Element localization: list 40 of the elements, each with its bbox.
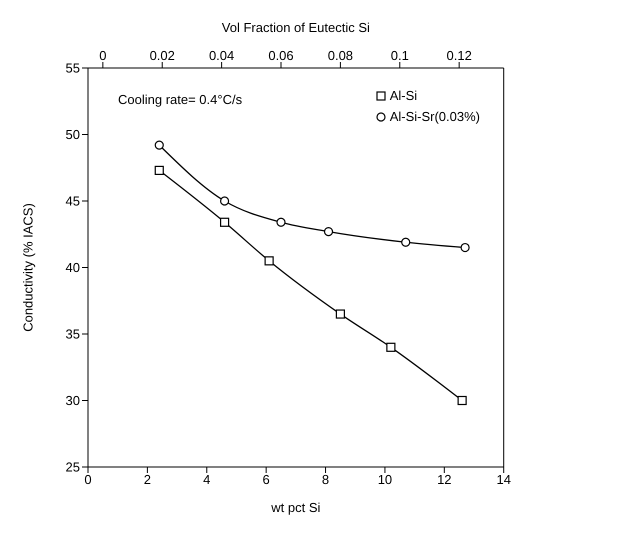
x-axis-title: wt pct Si [270, 500, 321, 515]
point [154, 140, 164, 150]
x-tick-label: 2 [144, 472, 152, 488]
point [458, 396, 467, 406]
point [324, 226, 334, 236]
point [154, 166, 164, 176]
legend-label: Al-Si [390, 88, 418, 103]
point [264, 256, 274, 266]
y-tick-label: 50 [66, 127, 80, 142]
x2-tick-label: 0.1 [390, 48, 409, 63]
x2-tick-label: 0.02 [150, 48, 175, 63]
y-tick-label: 35 [66, 326, 80, 342]
y-axis-title: Conductivity (% IACS) [20, 203, 36, 332]
x-tick-label: 14 [496, 472, 511, 488]
x2-tick-label: 0.08 [328, 48, 354, 63]
x2-tick-label: 0.04 [208, 48, 234, 63]
y-tick-label: 45 [66, 194, 80, 209]
point [276, 218, 286, 227]
point [386, 342, 396, 352]
legend-label: Al-Si-Sr(0.03%) [390, 109, 480, 124]
point [220, 196, 230, 206]
x-tick-label: 8 [322, 472, 330, 488]
point [220, 218, 230, 227]
point [336, 309, 345, 319]
x-tick-label: 4 [203, 472, 210, 488]
y-tick-label: 30 [66, 393, 80, 408]
x2-tick-label: 0.06 [268, 48, 294, 63]
x2-axis-title: Vol Fraction of Eutectic Si [222, 20, 370, 36]
point [460, 242, 470, 252]
x-tick-label: 12 [437, 472, 452, 488]
y-tick-label: 55 [66, 60, 80, 76]
x-tick-label: 0 [84, 472, 92, 488]
point [401, 238, 410, 247]
x2-tick-label: 0 [99, 48, 106, 63]
annotation: Cooling rate= 0.4°C/s [118, 92, 242, 107]
y-tick-label: 25 [66, 460, 80, 475]
y-tick-label: 40 [66, 260, 80, 276]
x-tick-label: 10 [378, 472, 392, 488]
x-tick-label: 6 [262, 472, 270, 488]
x2-tick-label: 0.12 [446, 48, 472, 63]
